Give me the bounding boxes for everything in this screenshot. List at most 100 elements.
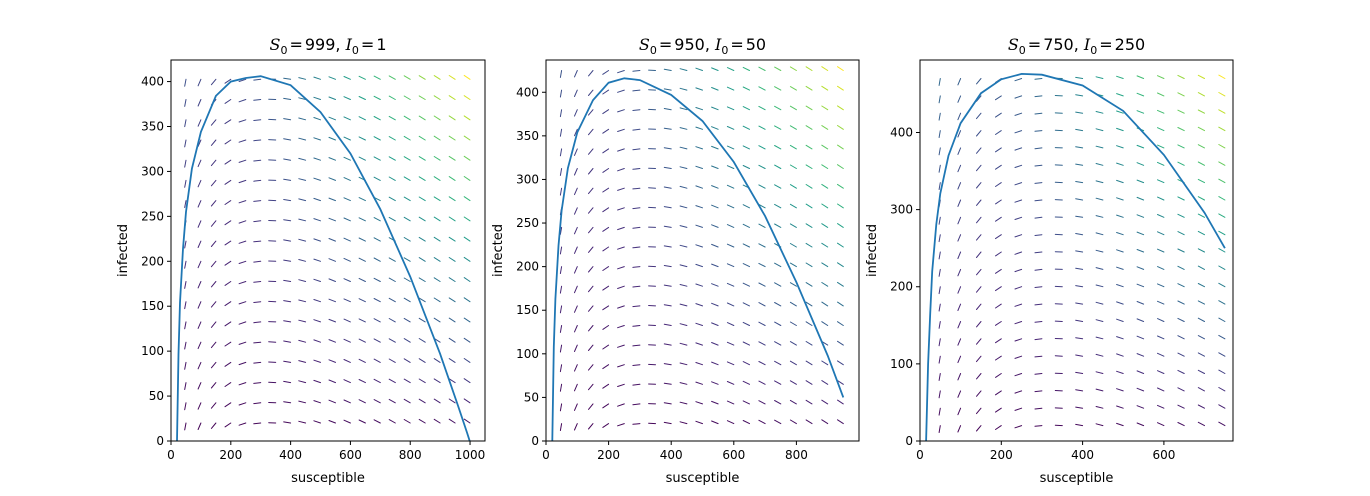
title-i-val: 50 (746, 35, 766, 54)
vector-arrow (1136, 318, 1145, 322)
vector-arrow (726, 381, 735, 385)
y-tick-label: 400 (890, 125, 913, 139)
vector-arrow (574, 226, 578, 235)
vector-arrow (403, 419, 411, 424)
vector-arrow (224, 220, 232, 226)
vector-arrow (742, 420, 750, 425)
vector-arrow (224, 361, 232, 367)
vector-arrow (403, 237, 411, 242)
vector-arrow (1157, 422, 1165, 427)
vector-arrow (559, 89, 563, 98)
vector-arrow (1157, 318, 1165, 322)
vector-arrow (197, 361, 202, 370)
vector-arrow (298, 137, 307, 141)
vector-arrow (726, 224, 735, 228)
vector-arrow (373, 176, 381, 181)
vector-arrow (1116, 110, 1124, 114)
vector-arrow (403, 398, 411, 404)
vector-arrow (388, 95, 396, 100)
vector-arrow (224, 240, 232, 246)
vector-arrow (418, 156, 426, 161)
axes-frame (170, 59, 486, 442)
vector-arrow (1095, 145, 1104, 149)
vector-arrow (210, 260, 217, 268)
vector-arrow (742, 361, 750, 366)
vector-arrow (938, 373, 941, 381)
vector-arrow (559, 364, 563, 373)
vector-arrow (298, 157, 307, 161)
vector-arrow (433, 115, 441, 121)
vector-arrow (210, 281, 217, 288)
vector-arrow (1034, 355, 1043, 358)
title-s-sub: 0 (1019, 44, 1026, 57)
vector-arrow (574, 344, 578, 352)
vector-arrow (343, 156, 351, 161)
vector-arrow (559, 285, 563, 294)
vector-arrow (1218, 387, 1226, 392)
vector-arrow (663, 68, 672, 71)
vector-arrow (821, 321, 829, 326)
vector-arrow (343, 298, 351, 303)
vector-arrow (617, 128, 625, 132)
vector-arrow (238, 281, 247, 285)
vector-arrow (224, 99, 232, 104)
vector-arrow (559, 423, 563, 431)
x-tick-label: 200 (990, 448, 1013, 462)
vector-arrow (1014, 268, 1023, 273)
vector-arrow (1116, 75, 1124, 79)
vector-arrow (197, 159, 202, 168)
vector-arrow (1014, 234, 1023, 238)
x-tick-label: 0 (916, 448, 924, 462)
vector-arrow (197, 139, 202, 147)
vector-arrow (758, 400, 766, 405)
vector-arrow (695, 205, 703, 209)
vector-arrow (1034, 268, 1043, 271)
vector-arrow (1136, 162, 1145, 166)
vector-arrow (995, 338, 1002, 344)
vector-arrow (758, 321, 766, 326)
vector-arrow (559, 403, 563, 412)
vector-arrow (1014, 373, 1023, 377)
vector-arrow (1014, 355, 1023, 359)
vector-arrow (388, 338, 396, 343)
vector-arrow (1218, 265, 1226, 270)
vector-arrow (210, 301, 217, 308)
vector-arrow (197, 220, 202, 228)
y-axis-ticks: 0 50 100 150 200 250 300 350 400 (516, 85, 546, 448)
vector-arrow (373, 116, 381, 121)
vector-arrow (313, 238, 321, 242)
vector-arrow (995, 164, 1002, 170)
vector-arrow (1116, 266, 1124, 270)
y-axis-label: infected (491, 224, 506, 277)
vector-arrow (197, 78, 202, 87)
vector-arrow (1218, 352, 1226, 357)
vector-arrow (617, 325, 625, 329)
vector-arrow (1136, 92, 1145, 97)
vector-arrow (574, 148, 578, 156)
vector-arrow (1136, 283, 1145, 288)
vector-arrow (1014, 251, 1023, 255)
vector-arrow (1095, 128, 1104, 132)
vector-arrow (805, 105, 813, 111)
vector-arrow (388, 136, 396, 141)
vector-arrow (1034, 234, 1043, 236)
vector-arrow (789, 380, 797, 385)
vector-arrow (328, 298, 336, 303)
vector-arrow (1177, 248, 1185, 253)
vector-arrow (1075, 76, 1084, 79)
vector-arrow (588, 89, 594, 96)
vector-arrow (726, 243, 735, 248)
vector-arrow (758, 341, 766, 346)
vector-arrow (574, 246, 578, 254)
vector-arrow (238, 119, 247, 123)
vector-arrow (1075, 94, 1084, 97)
vector-arrow (742, 302, 750, 307)
vector-arrow (837, 262, 844, 268)
vector-arrow (403, 338, 411, 343)
vector-arrow (298, 319, 307, 323)
vector-arrow (1095, 336, 1104, 340)
vector-arrow (837, 144, 844, 150)
vector-arrow (1075, 267, 1084, 270)
vector-arrow (938, 182, 941, 190)
vector-arrow (1218, 196, 1226, 201)
